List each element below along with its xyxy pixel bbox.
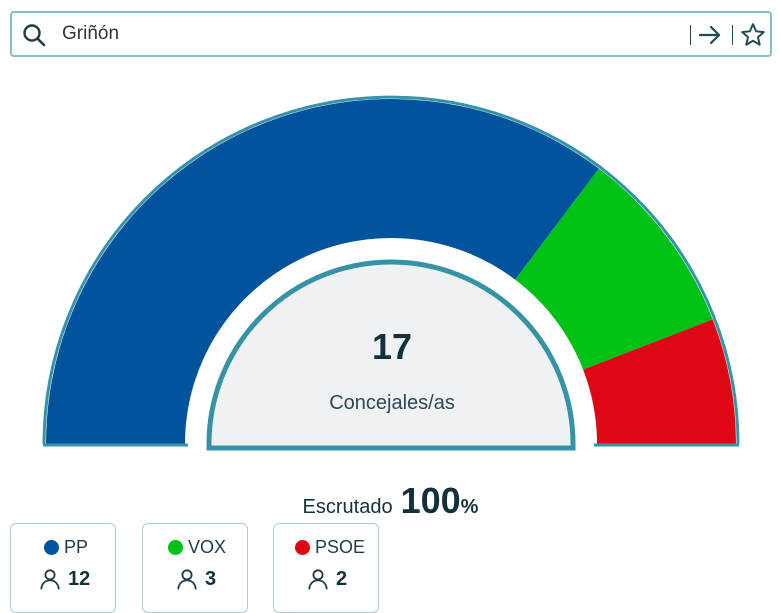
hemicycle-segment-psoe: [583, 319, 736, 444]
party-seats: 2: [336, 568, 348, 590]
party-seats: 3: [205, 568, 217, 590]
party-color-dot: [44, 540, 59, 555]
arrow-right-icon[interactable]: [698, 23, 722, 47]
scrutiny-label: Escrutado: [302, 496, 393, 518]
scrutiny-value: 100: [400, 480, 461, 521]
total-seats: 17: [371, 326, 413, 367]
person-icon: [308, 569, 328, 590]
separator: [690, 25, 691, 45]
hemicycle-outer-border: [42, 95, 740, 445]
separator: [732, 25, 733, 45]
hemicycle-segment-pp: [46, 99, 599, 445]
party-card-vox[interactable]: VOX 3: [142, 523, 248, 613]
party-card-psoe[interactable]: PSOE 2: [273, 523, 379, 613]
hemicycle-segment-vox: [515, 168, 713, 370]
star-icon[interactable]: [740, 22, 766, 48]
party-card-pp[interactable]: PP 12: [10, 523, 116, 613]
person-icon: [40, 569, 60, 590]
party-color-dot: [168, 540, 183, 555]
party-name: VOX: [188, 537, 227, 557]
search-input[interactable]: [62, 21, 662, 47]
person-icon: [177, 569, 197, 590]
search-icon[interactable]: [22, 23, 46, 47]
scrutiny: Escrutado 100%: [0, 480, 781, 522]
total-seats-label: Concejales/as: [329, 392, 455, 414]
party-name: PSOE: [315, 537, 366, 557]
search-bar: [10, 11, 772, 57]
party-name: PP: [64, 537, 89, 557]
party-color-dot: [295, 540, 310, 555]
hemicycle-chart: [42, 95, 740, 451]
hemicycle-center: [206, 259, 576, 451]
party-seats: 12: [68, 568, 91, 590]
scrutiny-unit: %: [460, 496, 479, 518]
